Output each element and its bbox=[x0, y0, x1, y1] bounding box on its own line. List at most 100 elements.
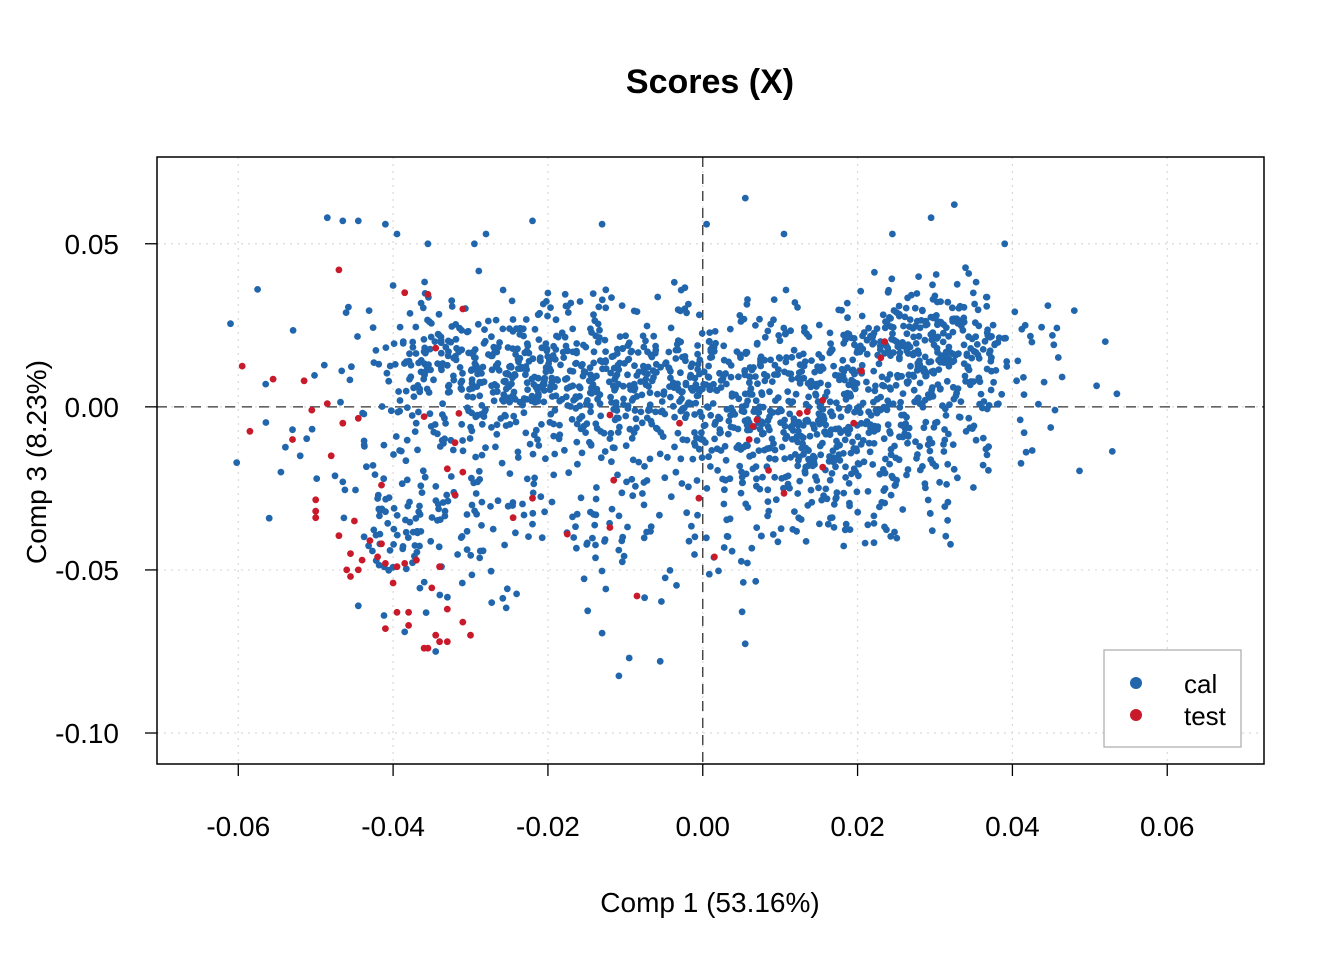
point-cal-1437 bbox=[573, 438, 581, 446]
point-test-70 bbox=[432, 344, 440, 352]
point-cal-1450 bbox=[596, 391, 604, 399]
point-cal-1851 bbox=[691, 442, 699, 449]
point-cal-1779 bbox=[706, 386, 714, 394]
point-cal-817 bbox=[871, 387, 879, 395]
point-cal-291 bbox=[498, 459, 506, 467]
point-cal-583 bbox=[850, 465, 858, 473]
point-cal-22 bbox=[1051, 406, 1059, 414]
point-cal-1481 bbox=[720, 371, 728, 379]
point-cal-1249 bbox=[830, 524, 838, 531]
point-cal-1400 bbox=[393, 531, 401, 539]
point-cal-1069 bbox=[694, 511, 701, 519]
point-cal-978 bbox=[536, 354, 544, 362]
point-cal-4 bbox=[354, 217, 362, 225]
point-cal-1646 bbox=[534, 311, 542, 319]
point-cal-132 bbox=[320, 361, 328, 369]
point-cal-10 bbox=[529, 217, 536, 225]
point-cal-1369 bbox=[918, 306, 926, 314]
point-cal-1797 bbox=[845, 404, 853, 411]
point-cal-898 bbox=[513, 590, 520, 598]
point-test-54 bbox=[633, 592, 641, 600]
point-cal-1850 bbox=[695, 311, 703, 319]
point-cal-1585 bbox=[674, 380, 681, 388]
point-cal-1885 bbox=[952, 352, 959, 359]
point-cal-39 bbox=[806, 432, 814, 440]
point-cal-1170 bbox=[412, 350, 420, 357]
x-tick-label-2: -0.02 bbox=[516, 811, 580, 842]
point-cal-1629 bbox=[421, 278, 428, 286]
point-cal-809 bbox=[666, 567, 674, 574]
point-cal-1468 bbox=[428, 320, 435, 327]
point-cal-424 bbox=[582, 429, 589, 436]
point-cal-87 bbox=[880, 435, 888, 443]
point-cal-214 bbox=[614, 428, 622, 436]
point-cal-1896 bbox=[1020, 374, 1027, 381]
point-cal-130 bbox=[624, 523, 631, 531]
point-cal-1434 bbox=[851, 385, 859, 393]
point-cal-1199 bbox=[465, 349, 472, 357]
point-cal-0 bbox=[227, 320, 234, 328]
point-cal-1911 bbox=[602, 286, 610, 294]
point-cal-593 bbox=[543, 298, 550, 305]
point-cal-1974 bbox=[898, 411, 905, 419]
point-cal-13 bbox=[741, 194, 749, 202]
point-cal-1927 bbox=[556, 431, 564, 439]
point-cal-53 bbox=[930, 341, 938, 349]
point-cal-1311 bbox=[464, 327, 472, 335]
point-cal-1093 bbox=[378, 403, 386, 410]
point-cal-483 bbox=[795, 514, 803, 522]
point-cal-1505 bbox=[738, 608, 746, 616]
point-cal-1300 bbox=[638, 419, 646, 427]
point-cal-1609 bbox=[438, 437, 446, 444]
point-cal-1728 bbox=[744, 442, 751, 450]
point-cal-1959 bbox=[744, 296, 751, 303]
point-cal-1703 bbox=[890, 349, 897, 356]
point-cal-378 bbox=[720, 500, 728, 508]
point-cal-1529 bbox=[728, 547, 736, 555]
point-cal-592 bbox=[529, 489, 537, 497]
point-cal-1552 bbox=[853, 349, 861, 356]
point-cal-644 bbox=[904, 439, 911, 447]
point-cal-1741 bbox=[693, 434, 700, 442]
point-cal-377 bbox=[1035, 400, 1042, 408]
point-cal-1835 bbox=[843, 299, 851, 307]
point-cal-362 bbox=[726, 325, 734, 333]
point-cal-227 bbox=[493, 421, 501, 429]
point-test-11 bbox=[312, 496, 320, 504]
point-cal-1216 bbox=[781, 368, 788, 376]
point-cal-66 bbox=[936, 478, 943, 486]
point-cal-1754 bbox=[855, 403, 863, 411]
point-cal-1953 bbox=[870, 398, 877, 406]
point-cal-1095 bbox=[949, 383, 957, 391]
point-cal-1377 bbox=[850, 335, 858, 342]
point-test-33 bbox=[405, 622, 412, 629]
point-cal-1476 bbox=[916, 357, 923, 365]
point-cal-100 bbox=[708, 447, 716, 454]
point-cal-1028 bbox=[752, 577, 760, 585]
point-cal-1483 bbox=[423, 385, 431, 393]
point-cal-1026 bbox=[563, 375, 571, 382]
point-test-2 bbox=[424, 290, 432, 298]
point-cal-1067 bbox=[681, 414, 689, 422]
point-cal-12 bbox=[703, 220, 710, 228]
point-cal-1204 bbox=[750, 408, 758, 415]
point-cal-1956 bbox=[820, 415, 828, 423]
point-cal-1928 bbox=[532, 383, 540, 391]
point-cal-1701 bbox=[913, 455, 920, 462]
point-cal-1506 bbox=[371, 471, 379, 478]
point-cal-1683 bbox=[826, 329, 834, 337]
point-cal-1634 bbox=[510, 412, 518, 420]
point-test-23 bbox=[382, 625, 389, 632]
point-cal-934 bbox=[727, 423, 735, 431]
point-cal-155 bbox=[858, 361, 866, 369]
point-cal-1489 bbox=[457, 379, 465, 387]
point-cal-1816 bbox=[478, 379, 485, 387]
point-cal-1373 bbox=[608, 505, 616, 513]
point-cal-575 bbox=[731, 410, 739, 418]
point-cal-706 bbox=[637, 408, 645, 416]
point-cal-1488 bbox=[409, 343, 417, 351]
point-cal-1092 bbox=[771, 446, 779, 454]
point-cal-1795 bbox=[413, 548, 421, 556]
point-cal-1709 bbox=[916, 466, 924, 474]
point-cal-1225 bbox=[973, 341, 981, 348]
